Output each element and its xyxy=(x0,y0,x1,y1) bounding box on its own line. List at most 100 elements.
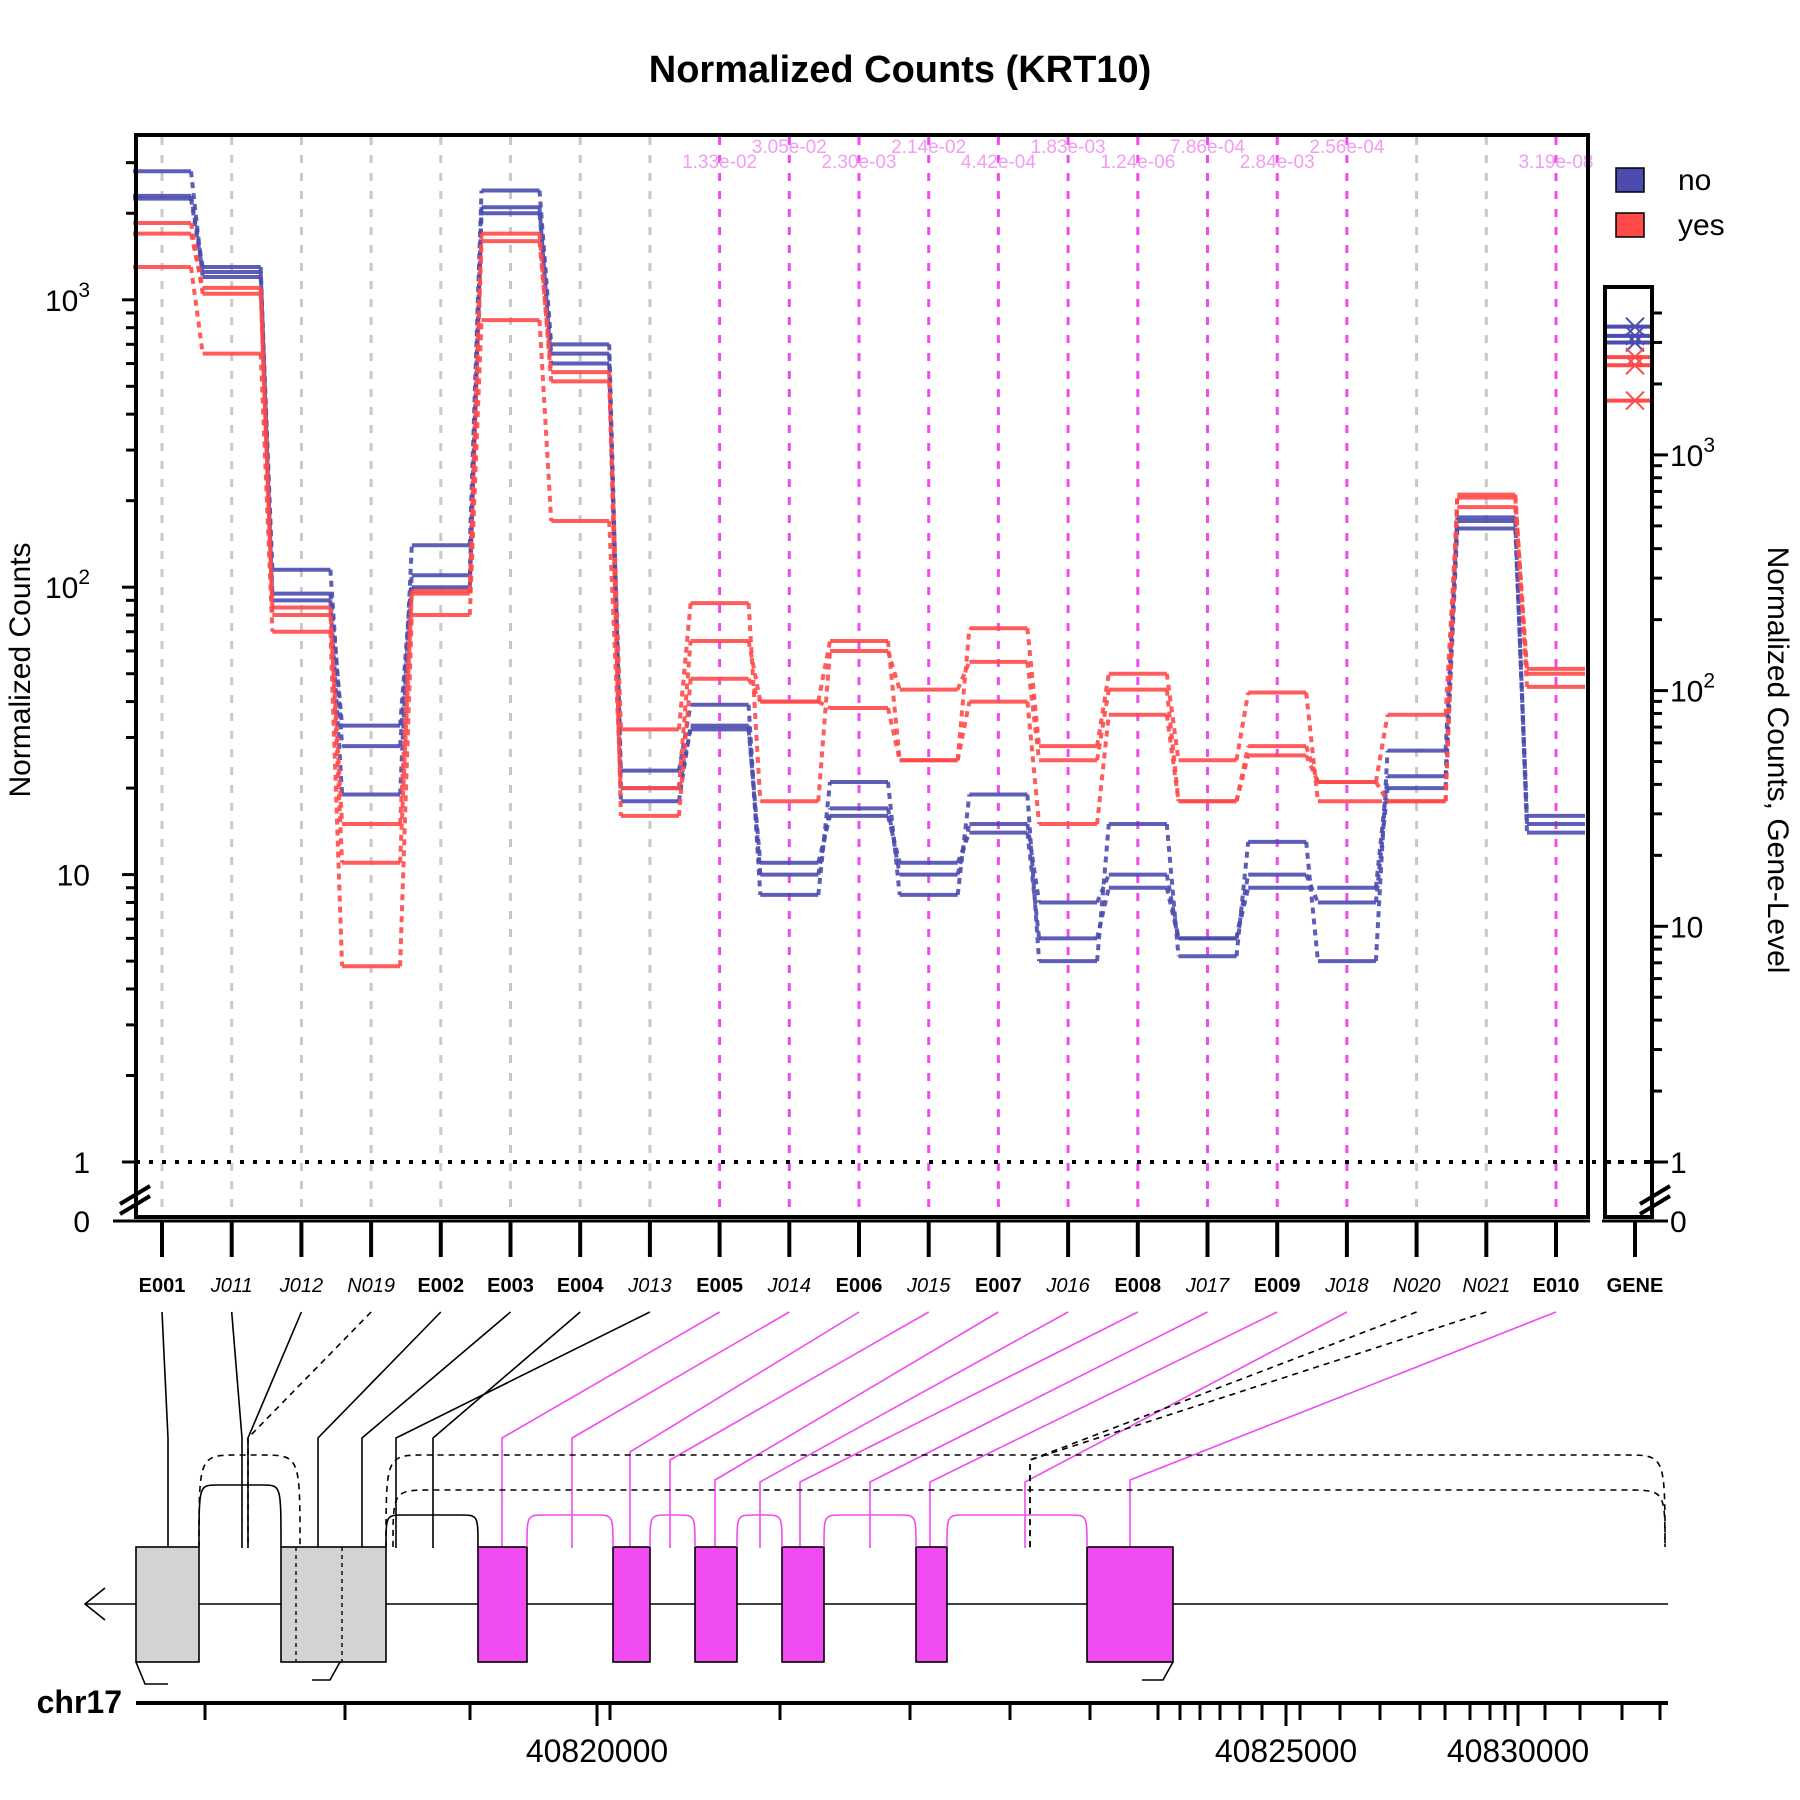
connector-j012 xyxy=(247,1311,303,1548)
junction-arc xyxy=(823,1514,917,1548)
connector-e004 xyxy=(432,1311,581,1548)
connector-no xyxy=(189,198,205,273)
pvalue-label-j015: 2.14e-02 xyxy=(891,137,966,158)
connector-yes xyxy=(816,640,832,702)
connector-yes xyxy=(607,372,623,816)
connector-j014 xyxy=(571,1311,790,1548)
pvalue-label-e009: 2.84e-03 xyxy=(1240,152,1315,173)
feature-label-e005: E005 xyxy=(696,1275,743,1297)
gene-panel-frame xyxy=(1603,285,1654,1219)
feature-label-j018: J018 xyxy=(1324,1275,1368,1297)
connector-yes xyxy=(746,677,763,703)
feature-label-j015: J015 xyxy=(906,1275,951,1297)
chromosome-axis: chr17 40820000 40825000 40830000 xyxy=(37,1684,1668,1769)
feature-label-j016: J016 xyxy=(1045,1275,1090,1297)
gene-y-zero-label: 0 xyxy=(1670,1206,1687,1239)
connector-yes xyxy=(1234,745,1251,802)
connector-yes xyxy=(1164,714,1181,802)
y-tick-label: 10 xyxy=(57,860,90,893)
connector-yes xyxy=(398,593,414,863)
connector-e008 xyxy=(799,1311,1139,1548)
pvalue-label-j018: 2.56e-04 xyxy=(1309,137,1384,158)
connector-yes xyxy=(955,661,972,691)
connector-yes xyxy=(537,319,554,522)
connector-yes xyxy=(817,699,831,710)
chromosome-tick-label: 40825000 xyxy=(1215,1733,1357,1769)
transcript-end-mark xyxy=(135,1661,168,1685)
connector-j015 xyxy=(669,1311,930,1548)
y-tick-label: 1 xyxy=(73,1147,90,1180)
connector-n021 xyxy=(1029,1311,1487,1548)
gene-level-point-no xyxy=(1625,326,1645,346)
connector-yes xyxy=(258,293,275,608)
legend-swatch-no xyxy=(1615,167,1645,193)
axis-break-mark xyxy=(118,1194,152,1216)
connector-no xyxy=(1164,887,1181,939)
connector-yes xyxy=(607,520,623,789)
connector-yes xyxy=(676,640,693,789)
feature-label-e002: E002 xyxy=(417,1275,464,1297)
pvalue-label-e007: 4.42e-04 xyxy=(961,152,1036,173)
chromosome-tick-label: 40830000 xyxy=(1447,1733,1589,1769)
feature-label-e001: E001 xyxy=(139,1275,186,1297)
feature-label-e007: E007 xyxy=(975,1275,1022,1297)
connector-yes xyxy=(1025,661,1042,761)
connector-yes xyxy=(1234,754,1251,802)
connector-yes xyxy=(1374,780,1390,803)
connector-no xyxy=(1025,794,1042,962)
connector-e007 xyxy=(714,1311,999,1548)
connector-yes xyxy=(1164,673,1181,761)
connector-yes xyxy=(1304,692,1320,802)
pvalue-labels: 1.33e-023.05e-022.30e-032.14e-024.42e-04… xyxy=(682,137,1593,173)
pvalue-label-j014: 3.05e-02 xyxy=(752,137,827,158)
novel-junction-arc xyxy=(198,1454,301,1548)
axis-break-mark xyxy=(1638,1184,1672,1206)
feature-label-e009: E009 xyxy=(1254,1275,1301,1297)
connector-e009 xyxy=(929,1311,1278,1548)
junction-arc xyxy=(736,1514,783,1548)
connector-yes xyxy=(676,678,693,817)
connector-j011 xyxy=(230,1311,243,1548)
exon-block xyxy=(694,1546,738,1663)
legend: no yes xyxy=(1615,164,1725,242)
connector-no xyxy=(189,171,205,278)
transcript-end-mark xyxy=(312,1661,341,1681)
gene-level-point-yes xyxy=(1625,355,1645,375)
connector-yes xyxy=(398,614,414,967)
connector-e010 xyxy=(1129,1311,1557,1548)
connector-no xyxy=(1234,887,1251,939)
connector-yes xyxy=(1443,497,1460,802)
series-lines xyxy=(133,169,1585,969)
connector-yes xyxy=(886,640,902,761)
junction-arc xyxy=(385,1514,479,1548)
connector-n019 xyxy=(247,1311,372,1548)
gene-level-point-yes xyxy=(1625,347,1645,367)
exon-block xyxy=(280,1546,387,1663)
connector-yes xyxy=(1234,692,1251,761)
connector-no xyxy=(746,704,763,896)
connector-n020 xyxy=(1029,1311,1417,1548)
connector-yes xyxy=(1304,754,1320,783)
feature-label-e003: E003 xyxy=(487,1275,534,1297)
gene-y-tick-label: 103 xyxy=(1670,434,1715,473)
exon-block xyxy=(612,1546,651,1663)
feature-label-j014: J014 xyxy=(767,1275,811,1297)
connector-e003 xyxy=(361,1311,512,1548)
gene-level-point-yes xyxy=(1625,390,1645,411)
gene-model xyxy=(83,1454,1668,1685)
gene-label: GENE xyxy=(1607,1275,1664,1297)
connector-e005 xyxy=(501,1311,721,1548)
pvalue-label-j016: 1.83e-03 xyxy=(1031,137,1106,158)
feature-label-e006: E006 xyxy=(836,1275,883,1297)
connector-yes xyxy=(1095,689,1111,761)
connector-no xyxy=(1373,750,1390,962)
novel-junction-arc xyxy=(392,1489,1666,1548)
main-plot-frame xyxy=(134,133,1590,1219)
chart-title: Normalized Counts (KRT10) xyxy=(649,49,1151,91)
feature-label-j017: J017 xyxy=(1185,1275,1230,1297)
pvalue-label-e006: 2.30e-03 xyxy=(821,152,896,173)
connector-no xyxy=(816,781,832,896)
feature-label-n021: N021 xyxy=(1462,1275,1510,1297)
transcript-end-mark xyxy=(1142,1661,1174,1681)
